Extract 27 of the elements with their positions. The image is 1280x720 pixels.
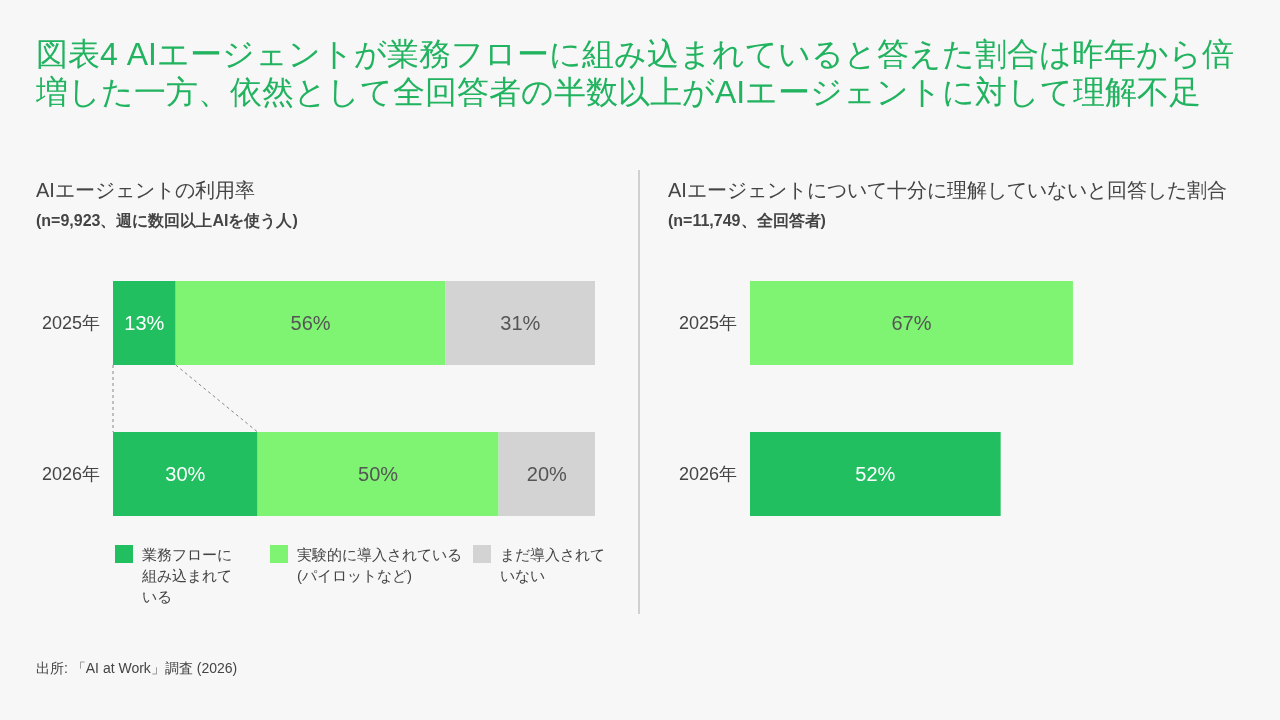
data-label: 67% xyxy=(891,312,932,334)
y-tick-label: 2025年 xyxy=(678,313,737,333)
legend-label: 実験的に導入されている(パイロットなど) xyxy=(297,545,462,584)
data-label: 56% xyxy=(290,312,331,334)
bar xyxy=(498,432,595,516)
bar xyxy=(113,432,258,516)
data-label: 20% xyxy=(526,463,568,485)
legend-label: 業務フローに組み込まれている xyxy=(141,545,232,605)
y-tick-label: 2025年 xyxy=(41,313,100,333)
y-tick-label: 2026年 xyxy=(41,464,100,484)
chart-title: AIエージェントの利用率 xyxy=(36,179,255,201)
data-label: 52% xyxy=(855,463,896,485)
data-label: 50% xyxy=(358,463,399,485)
data-label: 13% xyxy=(124,312,165,334)
y-tick-label: 2026年 xyxy=(678,464,737,484)
bar xyxy=(445,281,595,365)
bar xyxy=(175,281,446,365)
text: 出所: 「AI at Work」調査 (2026) xyxy=(36,660,238,676)
chart-subtitle: (n=9,923、週に数回以上AIを使う人) xyxy=(36,211,298,230)
bar xyxy=(113,281,176,365)
data-label: 30% xyxy=(165,463,206,485)
text: 図表4 AIエージェントが業務フローに組み込まれていると答えた割合は昨年から倍増した一方、依然として全回答者の半数以上がAIエージェントに対して理解不足 xyxy=(35,36,1234,110)
chart-title: AIエージェントについて十分に理解していないと回答した割合 xyxy=(668,179,1227,201)
bar xyxy=(257,432,499,516)
data-label: 31% xyxy=(500,312,541,334)
chart-subtitle: (n=11,749、全回答者) xyxy=(668,211,826,229)
legend-label: まだ導入されていない xyxy=(500,545,605,584)
